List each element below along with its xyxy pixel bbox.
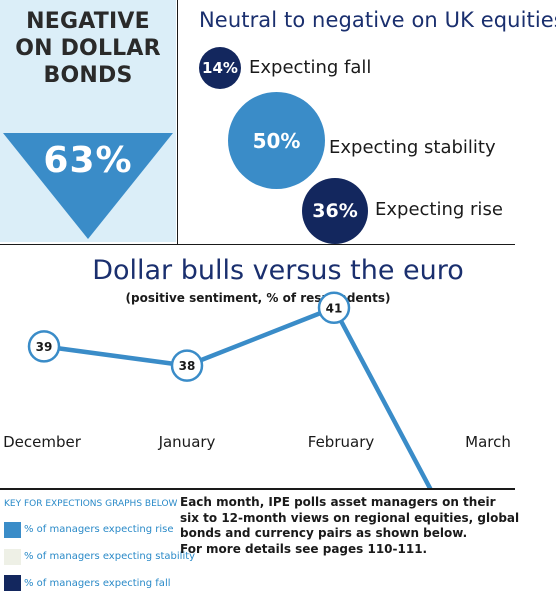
- description-line-1: Each month, IPE polls asset managers on …: [180, 495, 496, 509]
- bubble-rise: 36%: [302, 178, 368, 244]
- data-point-marker: [27, 330, 61, 363]
- series-line: [41, 305, 434, 490]
- key-label-rise: % of managers expecting rise: [24, 524, 174, 535]
- data-point-marker: [317, 291, 351, 324]
- panel-title-line-1: NEGATIVE: [26, 9, 150, 34]
- panel-title-line-3: BONDS: [43, 63, 133, 88]
- description-line-4: For more details see pages 110-111.: [180, 541, 428, 556]
- data-points: 39384126: [27, 291, 351, 382]
- description: Each month, IPE polls asset managers on …: [180, 495, 520, 557]
- data-point-january: 38: [170, 349, 204, 382]
- bubble-rise-value: 36%: [312, 200, 358, 222]
- bubble-stability-label: Expecting stability: [329, 137, 496, 158]
- bubble-fall-value: 14%: [202, 59, 238, 77]
- panel-percentage: 63%: [43, 140, 133, 181]
- bubble-stability: 50%: [228, 92, 325, 189]
- key-swatch-rise: [4, 522, 21, 538]
- x-axis-labels: December January February March: [3, 433, 511, 451]
- x-tick-label-february: February: [308, 433, 375, 451]
- panel-title-line-2: ON DOLLAR: [15, 36, 161, 61]
- data-label: 41: [326, 301, 343, 315]
- data-label: 38: [179, 359, 196, 373]
- x-tick-label-december: December: [3, 433, 82, 451]
- vertical-divider: [177, 0, 178, 244]
- bubble-fall-label: Expecting fall: [249, 57, 372, 78]
- bubble-stability-value: 50%: [252, 128, 301, 153]
- horizontal-divider-bottom: [0, 488, 515, 490]
- horizontal-divider-top: [0, 244, 515, 245]
- panel-title: NEGATIVE ON DOLLAR BONDS: [0, 8, 176, 89]
- data-label: 39: [36, 340, 53, 354]
- key-swatch-fall: [4, 575, 21, 591]
- bubble-fall: 14%: [199, 47, 241, 89]
- key-title: KEY FOR EXPECTIONS GRAPHS BELOW: [4, 499, 178, 509]
- x-tick-label-january: January: [158, 433, 216, 451]
- uk-equities-title: Neutral to negative on UK equities: [199, 8, 556, 32]
- x-tick-label-march: March: [465, 433, 511, 451]
- key-label-fall: % of managers expecting fall: [24, 578, 171, 589]
- data-point-february: 41: [317, 291, 351, 324]
- data-point-december: 39: [27, 330, 61, 363]
- down-triangle-icon: [3, 133, 173, 239]
- chart-title: Dollar bulls versus the euro: [92, 255, 464, 286]
- description-line-2: six to 12-month views on regional equiti…: [180, 510, 520, 525]
- bubble-rise-label: Expecting rise: [375, 199, 503, 220]
- key-swatch-stability: [4, 549, 21, 565]
- data-point-marker: [170, 349, 204, 382]
- description-line-3: bonds and currency pairs as shown below.: [180, 526, 468, 540]
- key-label-stability: % of managers expecting stability: [24, 551, 196, 562]
